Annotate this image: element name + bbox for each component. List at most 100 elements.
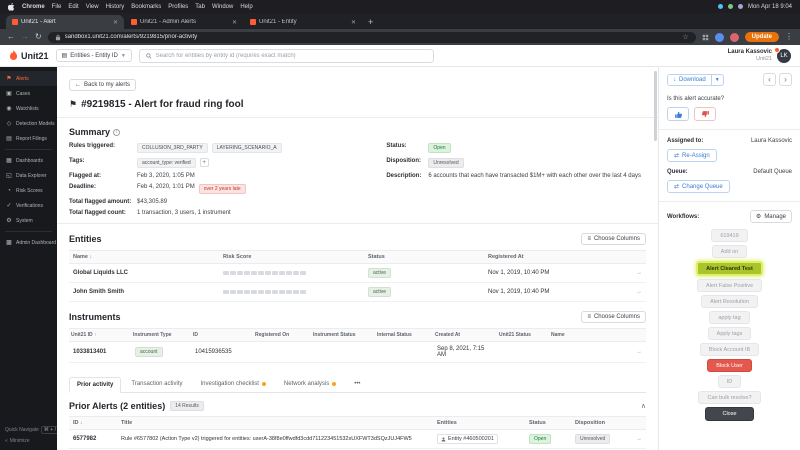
col-status[interactable]: Status (525, 416, 571, 430)
browser-back-icon[interactable]: ← (7, 32, 15, 41)
menubar-item-help[interactable]: Help (240, 3, 253, 10)
rule-tag[interactable]: COLLUSION_3RD_PARTY (137, 143, 208, 153)
col-entities[interactable]: Entities (433, 416, 525, 430)
tab-close-icon[interactable]: ✕ (112, 19, 118, 26)
col-internal-status[interactable]: Internal Status (375, 328, 433, 342)
download-button[interactable]: ↓ Download ▼ (667, 73, 724, 86)
workflow-button-619419[interactable]: 619419 (711, 229, 748, 242)
menubar-item-bookmarks[interactable]: Bookmarks (131, 3, 162, 10)
workflow-button-alert-cleared-test[interactable]: Alert Cleared Test (696, 261, 763, 276)
entity-link[interactable]: Entity #460500201 (437, 434, 498, 444)
next-alert-button[interactable]: › (779, 73, 792, 86)
collapse-section-icon[interactable]: ∧ (640, 403, 646, 410)
sidebar-item-cases[interactable]: ▣ Cases (0, 86, 57, 101)
thumbs-up-button[interactable] (667, 107, 689, 121)
sidebar-item-detection-models[interactable]: ◇ Detection Models (0, 116, 57, 131)
avatar[interactable]: LK (774, 46, 791, 63)
sidebar-item-dashboards[interactable]: ▦ Dashboards (0, 153, 57, 168)
workflow-button-block-account[interactable]: Block Account IB (699, 343, 760, 356)
sidebar-minimize-button[interactable]: «Minimize (0, 436, 57, 446)
col-registered-at[interactable]: Registered At (484, 250, 630, 264)
browser-forward-icon[interactable]: → (21, 32, 29, 41)
sidebar-item-admin-dashboard[interactable]: ▩ Admin Dashboard (0, 235, 57, 250)
entity-row[interactable]: John Smith Smith active Nov 1, 2019, 10:… (69, 282, 646, 302)
menubar-item-file[interactable]: File (51, 3, 62, 10)
menubar-item-chrome[interactable]: Chrome (22, 3, 45, 10)
instruments-choose-columns-button[interactable]: ≡ Choose Columns (581, 311, 646, 323)
profile-avatar[interactable] (729, 32, 739, 42)
workflow-button-add-on[interactable]: Add on (711, 245, 748, 258)
entities-choose-columns-button[interactable]: ≡ Choose Columns (581, 233, 646, 245)
menubar-item-profiles[interactable]: Profiles (168, 3, 189, 10)
sidebar-item-verifications[interactable]: ✓ Verifications (0, 198, 57, 213)
col-instrument-status[interactable]: Instrument Status (311, 328, 375, 342)
global-search[interactable] (138, 48, 434, 63)
col-title[interactable]: Title (117, 416, 433, 430)
col-id[interactable]: ID ↓ (69, 416, 117, 430)
col-unit21-status[interactable]: Unit21 Status (497, 328, 549, 342)
unit21-logo[interactable]: Unit21 (9, 50, 49, 61)
menubar-status-icon[interactable] (737, 4, 743, 9)
workflow-button-close[interactable]: Close (705, 407, 754, 421)
prior-alert-row[interactable]: 6577982 Rule #6577802 (Action Type v2) t… (69, 429, 646, 449)
search-input[interactable] (155, 52, 427, 59)
row-open-arrow-icon[interactable]: → (630, 282, 646, 302)
main-scrollbar[interactable] (654, 71, 657, 141)
search-scope-dropdown[interactable]: ▤ Entities - Entity ID ▼ (55, 49, 132, 62)
menubar-item-edit[interactable]: Edit (68, 3, 79, 10)
browser-tab-alert[interactable]: Unit21 - Alert ✕ (6, 15, 124, 29)
sidebar-item-risk-scores[interactable]: ◔ Risk Scores (0, 183, 57, 198)
menubar-item-tab[interactable]: Tab (195, 3, 205, 10)
col-id[interactable]: ID (191, 328, 253, 342)
instrument-unit21-id[interactable]: 1033813401 (69, 341, 131, 363)
back-to-my-alerts-button[interactable]: ← Back to my alerts (69, 79, 137, 91)
download-options-caret[interactable]: ▼ (710, 74, 723, 85)
col-status[interactable]: Status (364, 250, 484, 264)
rule-tag[interactable]: LAYERING_SCENARIO_A (211, 143, 282, 153)
browser-tab-entity[interactable]: Unit21 - Entity ✕ (244, 15, 362, 29)
instrument-row[interactable]: 1033813401 account 10415936535 Sep 8, 20… (69, 341, 646, 363)
tab-network-analysis[interactable]: Network analysis (276, 376, 344, 392)
row-open-arrow-icon[interactable]: → (632, 341, 646, 363)
menubar-status-icon[interactable] (727, 4, 733, 9)
prior-alert-row[interactable]: 6580068 Rule #6580003 (Action Type v3) t… (69, 448, 646, 450)
col-created-at[interactable]: Created At (433, 328, 497, 342)
menubar-item-history[interactable]: History (105, 3, 125, 10)
col-name[interactable]: Name (549, 328, 632, 342)
quick-navigate[interactable]: Quick Navigate ⌘ + / (0, 424, 57, 436)
sidebar-item-alerts[interactable]: ⚑ Alerts (0, 71, 57, 86)
profile-avatar[interactable] (714, 32, 724, 42)
col-disposition[interactable]: Disposition (571, 416, 631, 430)
workflow-button-id[interactable]: ID (717, 375, 742, 388)
col-instrument-type[interactable]: Instrument Type (131, 328, 191, 342)
change-queue-button[interactable]: ⇄ Change Queue (667, 180, 730, 193)
alert-tag[interactable]: account_type: verified (137, 158, 196, 168)
previous-alert-button[interactable]: ‹ (763, 73, 776, 86)
workflow-button-alert-resolution[interactable]: Alert Resolution (701, 295, 758, 308)
menubar-status-icon[interactable] (717, 4, 723, 9)
sidebar-item-watchlists[interactable]: ◉ Watchlists (0, 101, 57, 116)
tab-close-icon[interactable]: ✕ (350, 19, 356, 26)
entity-row[interactable]: Global Liquids LLC active Nov 1, 2019, 1… (69, 263, 646, 283)
workflow-button-block-user[interactable]: Block User (707, 359, 752, 372)
menubar-item-view[interactable]: View (85, 3, 99, 10)
prior-alert-id[interactable]: 6577982 (69, 429, 117, 449)
browser-tab-admin-alerts[interactable]: Unit21 - Admin Alerts ✕ (125, 15, 243, 29)
prior-alert-id[interactable]: 6580068 (69, 448, 117, 450)
browser-reload-icon[interactable]: ↻ (35, 32, 42, 41)
col-name[interactable]: Name ↓ (69, 250, 219, 264)
manage-workflows-button[interactable]: ⚙ Manage (749, 210, 792, 223)
workflow-button-apply-tags[interactable]: Apply tags (707, 327, 752, 340)
tabs-overflow-button[interactable]: ••• (354, 381, 361, 387)
row-open-arrow-icon[interactable]: → (631, 448, 646, 450)
col-registered-on[interactable]: Registered On (253, 328, 311, 342)
prior-alert-title[interactable]: Rule #6577802 (Action Type v2) triggered… (121, 435, 412, 442)
tab-transaction-activity[interactable]: Transaction activity (123, 376, 190, 392)
update-button[interactable]: Update (744, 32, 779, 42)
workflow-button-can-bulk-resolve[interactable]: Can bulk resolve? (698, 391, 761, 404)
user-menu[interactable]: Laura Kassovic Unit21 LK (728, 46, 791, 63)
sidebar-item-data-explorer[interactable]: ◱ Data Explorer (0, 168, 57, 183)
bookmark-star-icon[interactable]: ☆ (682, 34, 689, 41)
workflow-button-alert-false-positive[interactable]: Alert False Positive (696, 279, 763, 292)
extensions-icon[interactable] (702, 34, 709, 41)
